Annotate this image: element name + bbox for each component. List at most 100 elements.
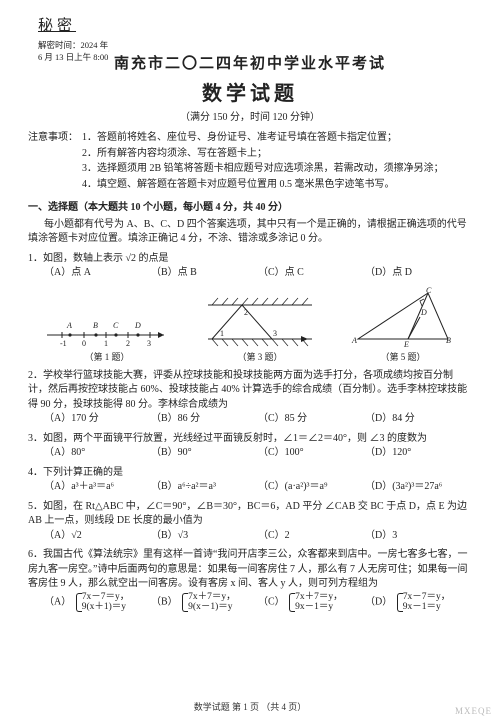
figure-1: -1 0 1 2 3 A B C D （第 1 题） <box>42 311 172 364</box>
svg-text:3: 3 <box>273 329 277 338</box>
figure-5: C A B D E （第 5 题） <box>348 287 458 364</box>
secret-block: 秘密 解密时间：2024 年 6 月 13 日上午 8:00 <box>38 16 108 63</box>
q6-d-label: （D） <box>365 597 392 608</box>
q6-a-top: 7x－7＝y， <box>82 592 130 602</box>
q6-c-bot: 9x－1＝y <box>295 602 343 612</box>
triangle-svg: C A B D E <box>348 287 458 349</box>
q5-choices: （A）√2 （B）√3 （C）2 （D）3 <box>28 529 472 544</box>
section-1-head: 一、选择题（本大题共 10 个小题，每小题 4 分，共 40 分） <box>28 201 472 216</box>
q6-text: 6．我国古代《算法统宗》里有这样一首诗“我问开店李三公，众客都来到店中。一房七客… <box>28 548 472 592</box>
q6-choices: （A） 7x－7＝y， 9(x＋1)＝y （B） 7x＋7＝y， 9(x－1)＝… <box>28 592 472 613</box>
notice-item-3: 3．选择题须用 2B 铅笔将答题卡相应题号对应选项涂黑，若需改动，须擦净另涂； <box>82 162 472 177</box>
svg-text:B: B <box>446 336 451 345</box>
mirrors-svg: 1 2 3 <box>200 293 320 349</box>
section-1-title: 一、选择题（本大题共 10 个小题，每小题 4 分，共 40 分） <box>28 202 288 213</box>
question-2: 2．学校举行篮球技能大赛，评委从控球技能和投球技能两方面为选手打分，各项成绩均按… <box>28 369 472 427</box>
q1-choice-c: （C）点 C <box>258 266 365 281</box>
q6-a-cases: 7x－7＝y， 9(x＋1)＝y <box>74 592 130 613</box>
subject-title: 数学试题 <box>28 80 472 109</box>
notice-item-4: 4．填空题、解答题在答题卡对应题号位置用 0.5 毫米黑色字迹笔书写。 <box>82 178 472 193</box>
q5-choice-c: （C）2 <box>258 529 365 544</box>
svg-text:2: 2 <box>244 308 248 317</box>
svg-text:E: E <box>403 340 409 349</box>
q3-choice-a: （A）80° <box>44 446 151 461</box>
q3-choice-b: （B）90° <box>151 446 258 461</box>
question-3: 3．如图，两个平面镜平行放置，光线经过平面镜反射时，∠1＝∠2＝40°，则 ∠3… <box>28 432 472 461</box>
figure-1-label: （第 1 题） <box>42 351 172 364</box>
q5-text: 5．如图，在 Rt△ABC 中，∠C＝90°，∠B＝30°，BC＝6，AD 平分… <box>28 500 472 529</box>
question-6: 6．我国古代《算法统宗》里有这样一首诗“我问开店李三公，众客都来到店中。一房七客… <box>28 548 472 612</box>
question-5: 5．如图，在 Rt△ABC 中，∠C＝90°，∠B＝30°，BC＝6，AD 平分… <box>28 500 472 544</box>
q3-choice-d: （D）120° <box>365 446 472 461</box>
q2-choices: （A）170 分 （B）86 分 （C）85 分 （D）84 分 <box>28 412 472 427</box>
q1-choice-a: （A）点 A <box>44 266 151 281</box>
score-time: （满分 150 分，时间 120 分钟） <box>28 111 472 126</box>
page-footer: 数学试题 第 1 页 （共 4 页） <box>0 701 500 714</box>
svg-text:2: 2 <box>126 339 130 348</box>
q6-choice-b: （B） 7x＋7＝y， 9(x－1)＝y <box>151 592 258 613</box>
q4-text: 4．下列计算正确的是 <box>28 466 472 481</box>
svg-text:D: D <box>420 308 427 317</box>
q6-a-label: （A） <box>44 597 71 608</box>
svg-text:3: 3 <box>147 339 151 348</box>
q1-choice-d: （D）点 D <box>365 266 472 281</box>
q6-c-top: 7x＋7＝y， <box>295 592 343 602</box>
secret-time-2: 6 月 13 日上午 8:00 <box>38 52 108 63</box>
q6-choice-d: （D） 7x－7＝y， 9x－1＝y <box>365 592 472 613</box>
notice-list: 1．答题前将姓名、座位号、身份证号、准考证号填在答题卡指定位置； 2．所有解答内… <box>78 131 472 193</box>
q4-choice-c: （C）(a·a²)³＝a⁹ <box>258 480 365 495</box>
svg-text:C: C <box>426 287 432 295</box>
secret-time-1: 解密时间：2024 年 <box>38 40 108 51</box>
figure-5-label: （第 5 题） <box>348 351 458 364</box>
svg-text:-1: -1 <box>60 339 67 348</box>
q6-c-cases: 7x＋7＝y， 9x－1＝y <box>287 592 343 613</box>
svg-text:1: 1 <box>104 339 108 348</box>
q6-choice-a: （A） 7x－7＝y， 9(x＋1)＝y <box>44 592 151 613</box>
svg-text:1: 1 <box>220 329 224 338</box>
q4-choices: （A）a³＋a³＝a⁶ （B）a⁶÷a²＝a³ （C）(a·a²)³＝a⁹ （D… <box>28 480 472 495</box>
q6-a-bot: 9(x＋1)＝y <box>82 602 130 612</box>
q2-choice-a: （A）170 分 <box>44 412 151 427</box>
figure-3: 1 2 3 （第 3 题） <box>200 293 320 364</box>
q2-choice-b: （B）86 分 <box>151 412 258 427</box>
q3-choices: （A）80° （B）90° （C）100° （D）120° <box>28 446 472 461</box>
notice-item-1: 1．答题前将姓名、座位号、身份证号、准考证号填在答题卡指定位置； <box>82 131 472 146</box>
q6-b-label: （B） <box>151 597 178 608</box>
svg-text:D: D <box>134 321 141 330</box>
q4-choice-a: （A）a³＋a³＝a⁶ <box>44 480 151 495</box>
q5-choice-b: （B）√3 <box>151 529 258 544</box>
notice-item-2: 2．所有解答内容均须涂、写在答题卡上； <box>82 147 472 162</box>
title-block: 南充市二〇二四年初中学业水平考试 数学试题 （满分 150 分，时间 120 分… <box>28 54 472 125</box>
question-1: 1．如图，数轴上表示 √2 的点是 （A）点 A （B）点 B （C）点 C （… <box>28 252 472 281</box>
q6-b-cases: 7x＋7＝y， 9(x－1)＝y <box>180 592 236 613</box>
q5-choice-d: （D）3 <box>365 529 472 544</box>
q6-b-top: 7x＋7＝y， <box>188 592 236 602</box>
svg-text:C: C <box>113 321 119 330</box>
svg-text:0: 0 <box>82 339 86 348</box>
q6-b-bot: 9(x－1)＝y <box>188 602 236 612</box>
q2-choice-d: （D）84 分 <box>365 412 472 427</box>
q4-choice-d: （D）(3a²)³＝27a⁶ <box>365 480 472 495</box>
numberline-svg: -1 0 1 2 3 A B C D <box>42 311 172 349</box>
svg-text:B: B <box>93 321 98 330</box>
notice-label: 注意事项： <box>28 131 78 193</box>
notice: 注意事项： 1．答题前将姓名、座位号、身份证号、准考证号填在答题卡指定位置； 2… <box>28 131 472 193</box>
q2-text: 2．学校举行篮球技能大赛，评委从控球技能和投球技能两方面为选手打分，各项成绩均按… <box>28 369 472 413</box>
q3-choice-c: （C）100° <box>258 446 365 461</box>
watermark: MXEQE <box>455 705 492 718</box>
q4-choice-b: （B）a⁶÷a²＝a³ <box>151 480 258 495</box>
q6-c-label: （C） <box>258 597 285 608</box>
q6-choice-c: （C） 7x＋7＝y， 9x－1＝y <box>258 592 365 613</box>
q1-choice-b: （B）点 B <box>151 266 258 281</box>
question-4: 4．下列计算正确的是 （A）a³＋a³＝a⁶ （B）a⁶÷a²＝a³ （C）(a… <box>28 466 472 495</box>
q3-text: 3．如图，两个平面镜平行放置，光线经过平面镜反射时，∠1＝∠2＝40°，则 ∠3… <box>28 432 472 447</box>
q1-choices: （A）点 A （B）点 B （C）点 C （D）点 D <box>28 266 472 281</box>
q1-text: 1．如图，数轴上表示 √2 的点是 <box>28 252 472 267</box>
q2-choice-c: （C）85 分 <box>258 412 365 427</box>
secret-label: 秘密 <box>38 16 108 38</box>
q6-d-bot: 9x－1＝y <box>403 602 451 612</box>
svg-text:A: A <box>66 321 72 330</box>
svg-text:A: A <box>351 336 357 345</box>
figure-3-label: （第 3 题） <box>200 351 320 364</box>
section-1-desc: 每小题都有代号为 A、B、C、D 四个答案选项，其中只有一个是正确的，请根据正确… <box>28 218 472 247</box>
